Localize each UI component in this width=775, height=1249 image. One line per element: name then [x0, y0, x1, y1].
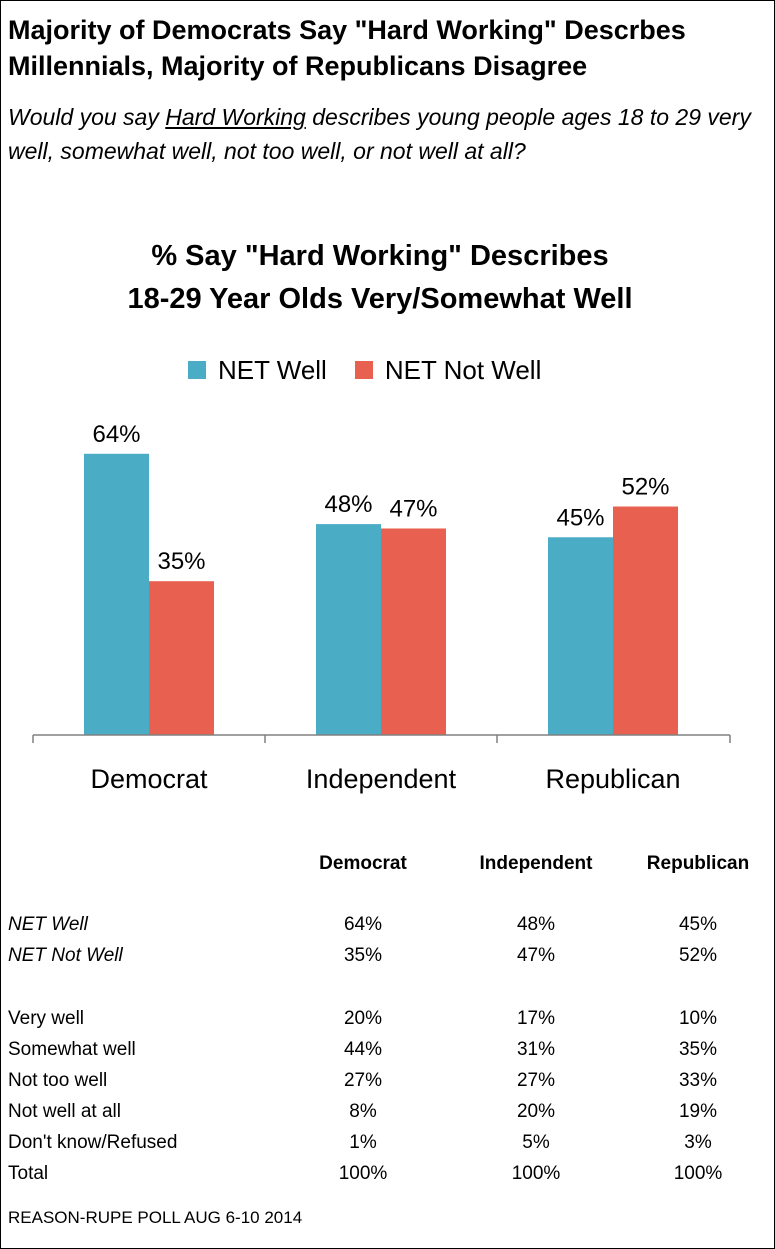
- question-underlined-term: Hard Working: [165, 104, 306, 130]
- chart-title-line-1: % Say "Hard Working" Describes: [151, 240, 609, 272]
- bar-net-not-well-republican: [613, 506, 678, 735]
- table-col-header-independent: Independent: [479, 853, 593, 874]
- table-cell: 20%: [343, 1008, 383, 1029]
- table-cell: 3%: [684, 1132, 712, 1153]
- table-row-label: Not well at all: [8, 1101, 121, 1122]
- x-tick-label-democrat: Democrat: [90, 764, 208, 794]
- table-cell: 52%: [678, 945, 718, 966]
- table-cell: 100%: [673, 1163, 723, 1184]
- table-cell: 17%: [516, 1008, 556, 1029]
- table-cell: 33%: [678, 1070, 718, 1091]
- table-row-label: Somewhat well: [8, 1039, 136, 1060]
- bar-chart: 64% 48% 45% 35% 47% 52% Democrat Independent Rep…: [32, 421, 731, 794]
- table-col-header-republican: Republican: [646, 853, 750, 874]
- data-label-net-well-independent: 48%: [324, 491, 372, 518]
- table-cell: 44%: [343, 1039, 383, 1060]
- legend-item-net-well: NET Well: [188, 355, 327, 386]
- table-cell: 19%: [678, 1101, 718, 1122]
- legend-swatch-net-not-well: [354, 361, 373, 379]
- table-row-label: Total: [8, 1163, 49, 1184]
- table-row-label: Not too well: [8, 1070, 108, 1091]
- bar-net-well-independent: [316, 524, 381, 735]
- legend-item-net-not-well: NET Not Well: [354, 354, 542, 386]
- question-prefix: Would you say: [8, 104, 166, 130]
- chart-title-line-2: 18-29 Year Olds Very/Somewhat Well: [127, 283, 633, 315]
- table-cell: 47%: [516, 945, 556, 966]
- legend-label-net-well: NET Well: [218, 354, 327, 385]
- data-label-net-not-well-republican: 52%: [621, 474, 669, 501]
- table-cell: 45%: [678, 914, 718, 935]
- bar-net-not-well-democrat: [149, 581, 214, 735]
- chart-legend: NET Well NET Not Well: [188, 352, 569, 388]
- table-col-header-democrat: Democrat: [319, 853, 407, 874]
- bar-net-not-well-independent: [381, 528, 446, 735]
- table-row-label: Very well: [8, 1008, 85, 1029]
- headline: Majority of Democrats Say "Hard Working"…: [8, 15, 686, 81]
- data-label-net-well-republican: 45%: [556, 504, 604, 531]
- data-label-net-well-democrat: 64%: [92, 421, 140, 448]
- bar-net-well-republican: [548, 537, 613, 735]
- table-cell: 64%: [343, 914, 383, 935]
- table-cell: 27%: [516, 1070, 556, 1091]
- source-note: REASON-RUPE POLL AUG 6-10 2014: [8, 1208, 303, 1227]
- table-cell: 20%: [516, 1101, 556, 1122]
- survey-question: Would you say Hard Working describes you…: [8, 100, 768, 168]
- table-cell: 8%: [349, 1101, 377, 1122]
- table-row-label: NET Well: [8, 914, 88, 935]
- table-cell: 35%: [678, 1039, 718, 1060]
- legend-label-net-not-well: NET Not Well: [384, 354, 542, 385]
- table-cell: 5%: [522, 1132, 550, 1153]
- chart-title: % Say "Hard Working" Describes 18-29 Yea…: [0, 235, 760, 321]
- table-cell: 48%: [516, 914, 556, 935]
- table-cell: 31%: [516, 1039, 556, 1060]
- table-row-label: NET Not Well: [8, 945, 123, 966]
- data-label-net-not-well-independent: 47%: [389, 495, 437, 522]
- question-suffix: describes young people ages 18 to 29 ver…: [8, 104, 751, 164]
- bar-net-well-democrat: [84, 453, 149, 735]
- data-label-net-not-well-democrat: 35%: [157, 548, 205, 575]
- table-cell: 100%: [338, 1163, 388, 1184]
- table-cell: 1%: [349, 1132, 377, 1153]
- x-tick-label-republican: Republican: [545, 764, 680, 794]
- table-cell: 10%: [678, 1008, 718, 1029]
- table-cell: 27%: [343, 1070, 383, 1091]
- table-cell: 35%: [343, 945, 383, 966]
- x-tick-label-independent: Independent: [306, 764, 457, 794]
- legend-swatch-net-well: [188, 361, 206, 379]
- table-cell: 100%: [511, 1163, 561, 1184]
- table-row-label: Don't know/Refused: [8, 1132, 178, 1153]
